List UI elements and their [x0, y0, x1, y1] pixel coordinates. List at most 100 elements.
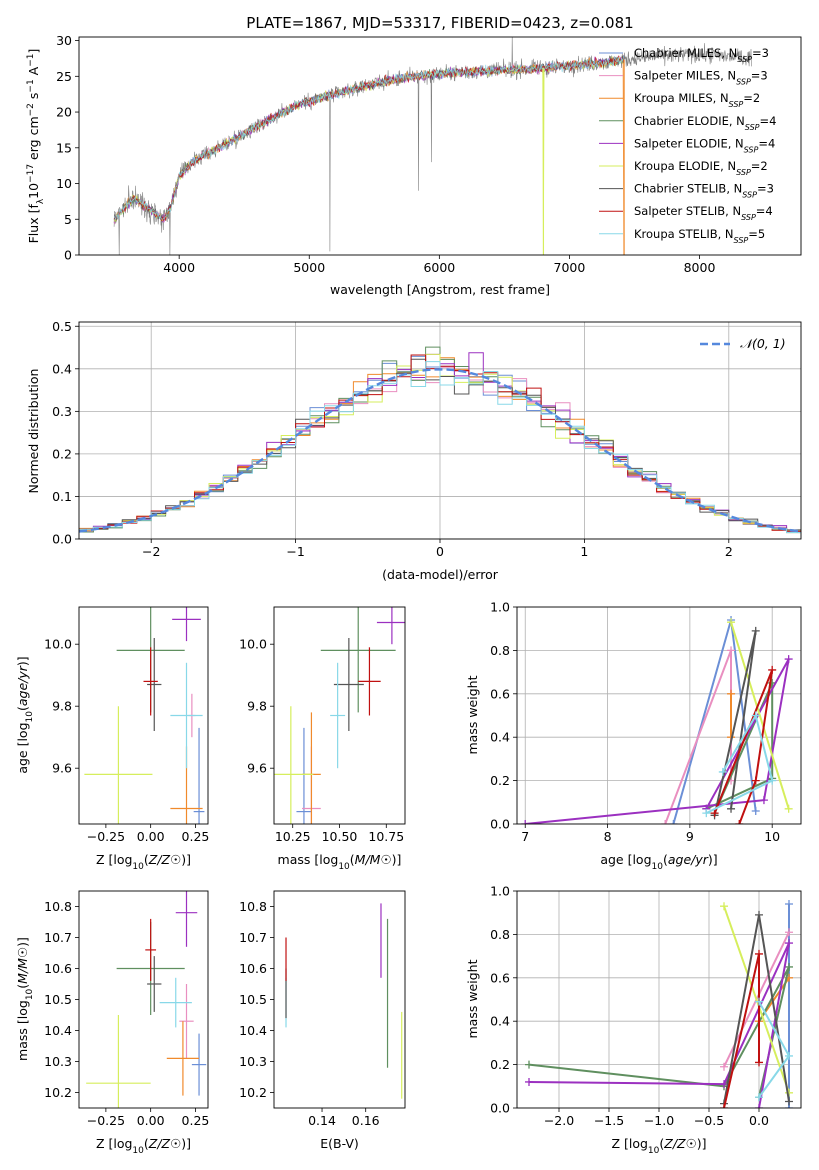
label-part: −1 [26, 54, 36, 67]
legend-count: =3 [751, 69, 768, 83]
label-part: 10 [132, 862, 144, 872]
legend-count: =2 [751, 159, 768, 173]
y-tick-label: 0.2 [490, 773, 510, 788]
weight-marker [661, 820, 670, 824]
y-tick-label: 5 [64, 212, 72, 227]
axes-frame [516, 890, 802, 1109]
weight-marker [785, 962, 793, 971]
x-tick-label: −1.5 [594, 1113, 624, 1128]
y-tick-label: 0.0 [52, 532, 72, 547]
y-tick-label: 10.3 [239, 1054, 267, 1069]
plot-area [517, 607, 801, 824]
errorbar-point [376, 607, 405, 645]
legend-sub: SSP [741, 213, 756, 222]
axes-frame [516, 606, 802, 825]
legend-entry: Salpeter MILES, NSSP=3 [634, 69, 768, 87]
weight-marker [727, 689, 736, 698]
label-part: Z/Z☉ [148, 1136, 182, 1151]
y-tick-label: 10.5 [44, 992, 72, 1007]
plot-area [84, 607, 205, 824]
axes-frame [273, 890, 406, 1109]
errorbar-point [159, 977, 192, 1028]
y-axis-label: mass weight [465, 959, 480, 1038]
errorbar-point [84, 706, 153, 824]
legend-entry: Kroupa ELODIE, NSSP=2 [634, 159, 768, 177]
label-part: −17 [26, 164, 36, 183]
errorbar-point [166, 1021, 200, 1096]
label-part: Z/Z☉ [663, 1136, 697, 1151]
y-tick-label: 0.4 [490, 730, 510, 745]
legend-entry: Kroupa MILES, NSSP=2 [634, 91, 760, 109]
x-axis-label: Z [log10(Z/Z☉)] [96, 852, 191, 872]
x-tick-label: 10.50 [322, 829, 358, 844]
x-tick-label: 7 [521, 829, 529, 844]
y-axis-label: mass [log10(M/M☉)] [15, 937, 35, 1061]
y-tick-label: 10.4 [239, 1023, 267, 1038]
x-tick-label: −2.0 [544, 1113, 574, 1128]
weight-line [528, 966, 790, 1098]
y-tick-label: 0.3 [52, 404, 72, 419]
label-part: E(B-V) [320, 1136, 359, 1151]
axes-frame [78, 890, 209, 1109]
axes-frame [78, 36, 802, 256]
label-part: )] [392, 852, 402, 867]
y-tick-label: 0.1 [52, 489, 72, 504]
x-axis-label: (data-model)/error [382, 567, 499, 582]
weight-marker [785, 928, 793, 937]
spectrum-model-line [113, 55, 625, 221]
label-part: Z [log [96, 1136, 132, 1151]
x-tick-label: 0.00 [137, 829, 165, 844]
legend-text: Salpeter ELODIE, N [634, 136, 744, 150]
weight-line [723, 905, 790, 1094]
x-tick-label: 9 [686, 829, 694, 844]
y-tick-label: 10.0 [44, 637, 72, 652]
weight-marker [720, 1062, 728, 1071]
y-tick-label: 10.6 [239, 961, 267, 976]
plot-area [86, 891, 207, 1108]
weight-marker [785, 900, 793, 909]
label-part: )] [181, 852, 191, 867]
legend-sub: SSP [736, 77, 751, 86]
legend-count: =4 [760, 114, 777, 128]
plot-area [274, 607, 405, 824]
x-tick-label: 7000 [554, 260, 586, 275]
weight-marker [784, 655, 793, 664]
weight-marker [755, 1093, 763, 1102]
legend-sub: SSP [742, 190, 757, 199]
weight-marker [785, 1097, 793, 1106]
label-part: )] [697, 1136, 707, 1151]
errorbar-point [193, 727, 205, 824]
errorbar-point [330, 662, 346, 769]
y-tick-label: 30 [56, 33, 72, 48]
x-tick-label: 8000 [684, 260, 716, 275]
weight-marker [784, 804, 793, 813]
weight-marker [785, 939, 793, 948]
weight-marker [521, 820, 530, 824]
x-axis-label: age [log10(age/yr)] [600, 852, 717, 872]
chart-z-age: −0.25 0.00 0.259.69.810.0Z [log10(Z/Z☉)]ag… [15, 606, 209, 872]
weight-marker [759, 796, 768, 805]
weight-line [730, 621, 790, 810]
y-tick-label: 10.8 [239, 899, 267, 914]
errorbar-point [172, 607, 201, 642]
y-tick-label: 0.4 [52, 361, 72, 376]
legend-count: =4 [758, 136, 775, 150]
label-part: Z/Z☉ [148, 852, 182, 867]
y-axis-label: mass weight [465, 675, 480, 754]
spectrum-model-line [113, 56, 625, 220]
weight-marker [525, 1060, 533, 1069]
label-part: 10 [652, 862, 664, 872]
x-tick-label: 0 [436, 544, 444, 559]
weight-marker [768, 776, 777, 785]
label-part: ( [350, 852, 355, 867]
x-tick-label: 5000 [293, 260, 325, 275]
label-part: λ [36, 198, 46, 204]
x-tick-label: 6000 [423, 260, 455, 275]
legend-text: Chabrier ELODIE, N [634, 114, 745, 128]
legend-count: =3 [757, 182, 774, 196]
weight-marker [727, 618, 736, 627]
label-part: )] [15, 656, 30, 666]
y-tick-label: 10.4 [44, 1023, 72, 1038]
label-part: age/yr [668, 852, 709, 867]
weight-marker [710, 809, 719, 818]
